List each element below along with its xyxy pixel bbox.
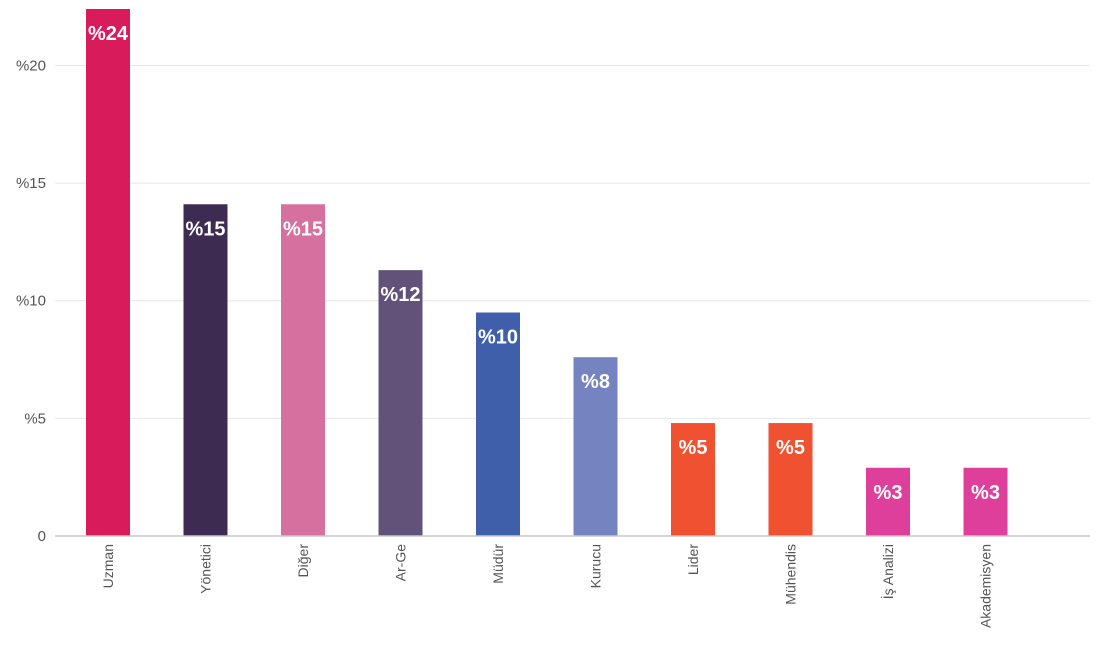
- x-tick-label: Diğer: [295, 544, 311, 578]
- data-label: %24: [88, 23, 129, 45]
- data-label: %3: [971, 482, 1000, 504]
- bar: [671, 423, 715, 536]
- data-label: %15: [185, 218, 225, 240]
- bar: [281, 204, 325, 536]
- bar: [378, 270, 423, 536]
- x-tick-label: Ar-Ge: [393, 544, 409, 582]
- data-label: %8: [581, 371, 610, 393]
- x-tick-label: Mühendis: [783, 544, 799, 605]
- y-tick-label: %10: [16, 293, 46, 310]
- data-label: %3: [874, 482, 903, 504]
- x-tick-label: Yönetici: [198, 544, 214, 594]
- x-tick-label: İş Analizi: [879, 544, 896, 599]
- bar: [866, 467, 910, 536]
- bars: %24 %15 %15 %12 %10 %8 %5 %5 %3 %3: [86, 9, 1008, 536]
- bar: [86, 9, 130, 536]
- bar: [573, 357, 618, 536]
- x-axis-ticks: Uzman Yönetici Diğer Ar-Ge Müdür Kurucu Lider M…: [100, 544, 994, 628]
- bar: [963, 467, 1008, 536]
- x-tick-label: Uzman: [100, 544, 116, 588]
- data-label: %12: [380, 284, 420, 306]
- data-label: %5: [776, 437, 805, 459]
- data-label: %15: [283, 218, 323, 240]
- data-label: %5: [679, 437, 708, 459]
- y-tick-label: %20: [16, 57, 46, 74]
- y-tick-label: %5: [24, 410, 46, 427]
- bar: [183, 204, 228, 536]
- x-tick-label: Akademisyen: [978, 544, 994, 628]
- x-tick-label: Kurucu: [588, 544, 604, 588]
- x-tick-label: Lider: [685, 544, 701, 575]
- data-label: %10: [478, 326, 518, 348]
- y-tick-label: 0: [38, 528, 46, 545]
- x-tick-label: Müdür: [490, 544, 506, 584]
- y-axis-ticks: 0 %5 %10 %15 %20: [16, 57, 46, 545]
- y-tick-label: %15: [16, 175, 46, 192]
- bar: [476, 312, 520, 536]
- bar: [768, 423, 813, 536]
